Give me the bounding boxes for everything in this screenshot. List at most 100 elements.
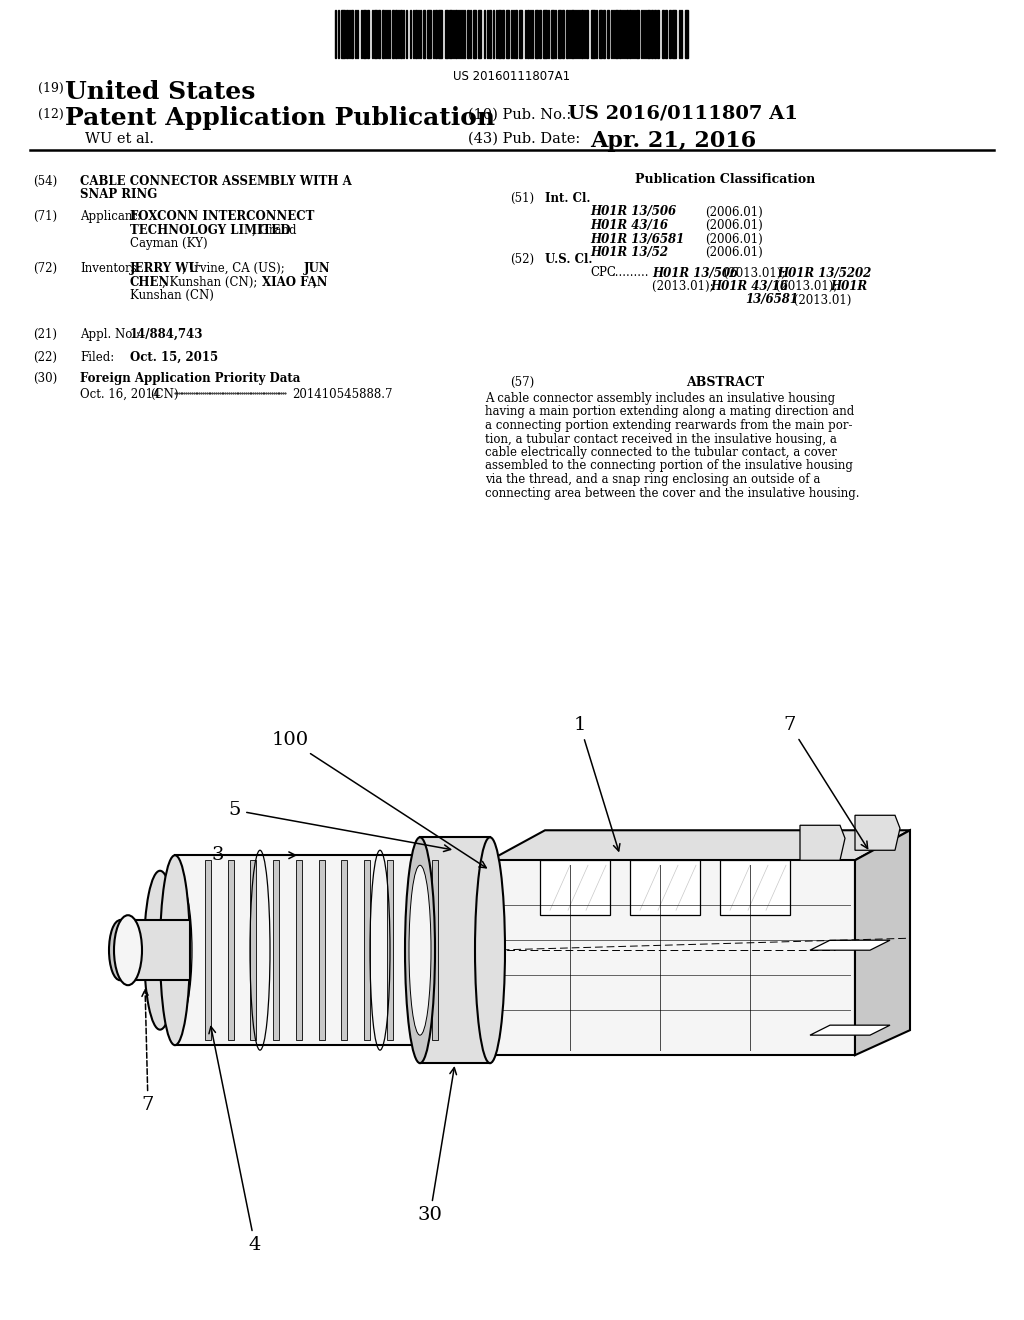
Bar [467,11,469,58]
Bar [672,11,676,58]
Bar [318,861,325,1040]
Bar [669,11,671,58]
Polygon shape [855,830,910,1055]
Ellipse shape [114,915,142,985]
Text: 4: 4 [209,1027,261,1254]
Bar [636,11,639,58]
Bar [558,11,561,58]
Bar [651,11,653,58]
Ellipse shape [465,855,495,1045]
Bar [346,11,348,58]
Bar [351,11,353,58]
Bar [527,11,529,58]
Bar [400,11,402,58]
Text: tion, a tubular contact received in the insulative housing, a: tion, a tubular contact received in the … [485,433,837,446]
Text: US 20160111807A1: US 20160111807A1 [454,70,570,83]
Bar [519,11,522,58]
Text: SNAP RING: SNAP RING [80,189,158,202]
Text: assembled to the connecting portion of the insulative housing: assembled to the connecting portion of t… [485,459,853,473]
Text: ,: , [313,276,316,289]
Text: (10) Pub. No.:: (10) Pub. No.: [468,108,571,121]
Text: CPC: CPC [590,267,615,280]
Ellipse shape [144,871,176,1030]
Bar [205,861,211,1040]
Text: ABSTRACT: ABSTRACT [686,376,764,389]
Text: H01R 13/506: H01R 13/506 [590,206,676,219]
Text: 30: 30 [418,1068,457,1224]
Text: United States: United States [65,81,255,104]
Text: U.S. Cl.: U.S. Cl. [545,253,593,267]
Bar [543,11,547,58]
Bar [415,11,417,58]
Bar [626,11,628,58]
Text: JUN: JUN [304,261,331,275]
Text: Applicant:: Applicant: [80,210,141,223]
Bar [581,11,583,58]
Text: Patent Application Publication: Patent Application Publication [65,106,496,129]
Bar [566,11,568,58]
Bar [539,11,541,58]
Polygon shape [810,940,890,950]
Ellipse shape [109,920,131,981]
Text: Oct. 15, 2015: Oct. 15, 2015 [130,351,218,364]
Bar [341,11,345,58]
Text: H01R 13/6581: H01R 13/6581 [590,232,684,246]
Bar [615,11,618,58]
Bar [423,11,425,58]
Text: TECHNOLOGY LIMITED: TECHNOLOGY LIMITED [130,223,291,236]
Bar [445,11,449,58]
Ellipse shape [164,878,193,1022]
Polygon shape [810,1026,890,1035]
Bar [449,11,452,58]
Bar [603,11,605,58]
Text: Inventors:: Inventors: [80,261,140,275]
Bar [489,11,490,58]
Bar [506,11,509,58]
Text: 3: 3 [212,846,296,865]
Text: A cable connector assembly includes an insulative housing: A cable connector assembly includes an i… [485,392,836,405]
Polygon shape [540,861,610,915]
Bar [435,11,437,58]
Text: (71): (71) [33,210,57,223]
Text: (2013.01);: (2013.01); [652,280,718,293]
Polygon shape [175,855,480,1045]
Text: 5: 5 [228,801,451,851]
Text: 13/6581: 13/6581 [745,293,798,306]
Text: (2013.01);: (2013.01); [772,280,841,293]
Text: 14/884,743: 14/884,743 [130,327,204,341]
Text: XIAO FAN: XIAO FAN [262,276,328,289]
Text: CHEN: CHEN [130,276,170,289]
Bar [571,11,574,58]
Text: (51): (51) [510,191,535,205]
Bar [341,861,347,1040]
Text: Filed:: Filed: [80,351,115,364]
Bar [395,11,397,58]
Bar [251,861,256,1040]
Bar [665,11,667,58]
Bar [685,11,688,58]
Text: H01R 43/16: H01R 43/16 [710,280,788,293]
Polygon shape [800,825,845,861]
Bar [410,861,416,1040]
Text: (21): (21) [33,327,57,341]
Text: Appl. No.:: Appl. No.: [80,327,140,341]
Bar [535,11,538,58]
Text: (CN): (CN) [150,388,178,401]
Polygon shape [630,861,700,915]
Bar [657,11,659,58]
Bar [427,11,431,58]
Text: Int. Cl.: Int. Cl. [545,191,591,205]
Bar [374,11,377,58]
Ellipse shape [409,865,431,1035]
Text: Publication Classification: Publication Classification [635,173,815,186]
Text: 7: 7 [783,717,867,849]
Text: WU et al.: WU et al. [85,132,154,147]
Text: (12): (12) [38,108,63,121]
Text: a connecting portion extending rearwards from the main por-: a connecting portion extending rearwards… [485,418,853,432]
Text: JERRY WU: JERRY WU [130,261,200,275]
Bar [362,11,366,58]
Text: (2006.01): (2006.01) [705,232,763,246]
Bar [599,11,602,58]
Polygon shape [490,830,910,861]
Text: ..........: .......... [612,267,649,280]
